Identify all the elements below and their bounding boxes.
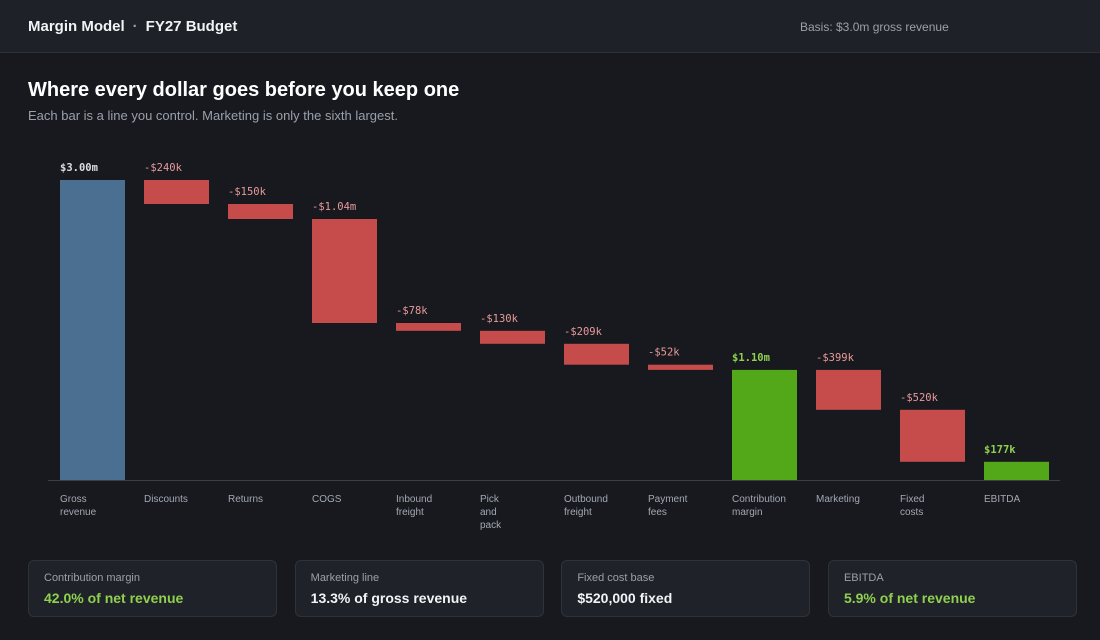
model-name: Margin Model <box>28 18 125 35</box>
waterfall-chart: $3.00m Gross revenue -$240k Discounts -$150k R… <box>48 162 1060 531</box>
value-label: -$78k <box>396 305 428 317</box>
summary-card-fixed-costs: Fixed cost base $520,000 fixed <box>561 560 811 617</box>
summary-card-ebitda: EBITDA 5.9% of net revenue <box>827 560 1077 617</box>
bar-marketing <box>816 369 881 410</box>
value-label: -$130k <box>480 313 519 325</box>
card-value: $520,000 fixed <box>577 590 673 606</box>
summary-card-contribution: Contribution margin 42.0% of net revenue <box>28 560 277 617</box>
card-label: Fixed cost base <box>577 572 655 584</box>
card-value: 13.3% of gross revenue <box>310 590 468 606</box>
bar-pick-and-pack <box>480 330 545 344</box>
category-label: EBITDA <box>984 494 1020 505</box>
value-label: $3.00m <box>60 162 98 174</box>
category-label: Inbound freight <box>396 494 432 518</box>
card-label: EBITDA <box>843 572 884 584</box>
value-label: -$399k <box>816 352 855 364</box>
category-label: Outbound freight <box>564 494 608 518</box>
basis-note: Basis: $3.0m gross revenue <box>800 20 949 34</box>
value-label: -$150k <box>228 186 267 198</box>
top-bar: Margin Model · FY27 Budget Basis: $3.0m gr… <box>0 0 1100 53</box>
bar-gross-revenue <box>60 180 125 480</box>
category-label: Contribution margin <box>732 494 786 518</box>
category-label: Marketing <box>816 494 860 505</box>
card-value: 5.9% of net revenue <box>843 590 976 606</box>
category-label: Pick and pack <box>480 494 502 531</box>
title-separator: · <box>132 18 138 35</box>
bars-group: $3.00m Gross revenue -$240k Discounts -$150k R… <box>60 162 1049 531</box>
bar-ebitda <box>984 461 1049 480</box>
value-label: -$209k <box>564 326 603 338</box>
card-label: Contribution margin <box>44 572 140 584</box>
summary-card-marketing: Marketing line 13.3% of gross revenue <box>294 560 544 617</box>
page-subtitle: Each bar is a line you control. Marketin… <box>28 108 398 123</box>
category-label: Payment fees <box>648 494 688 518</box>
category-label: Returns <box>228 494 263 505</box>
value-label: -$52k <box>648 347 680 359</box>
value-label: -$520k <box>900 392 939 404</box>
value-label: -$1.04m <box>312 201 356 213</box>
bar-inbound-freight <box>396 323 461 331</box>
category-label: Discounts <box>144 494 188 505</box>
card-value: 42.0% of net revenue <box>44 590 184 606</box>
budget-name: FY27 Budget <box>145 18 238 35</box>
value-label: $177k <box>984 444 1016 456</box>
summary-cards: Contribution margin 42.0% of net revenue… <box>28 560 1077 619</box>
bar-fixed-costs <box>900 409 965 462</box>
bar-contribution-margin <box>732 369 797 480</box>
app-title: Margin Model · FY27 Budget <box>28 18 237 35</box>
bar-returns <box>228 204 293 219</box>
card-label: Marketing line <box>310 572 380 584</box>
category-label: COGS <box>312 494 342 505</box>
category-label: Fixed costs <box>900 494 924 518</box>
bar-discounts <box>144 180 209 204</box>
bar-outbound-freight <box>564 343 629 365</box>
page-title: Where every dollar goes before you keep … <box>28 79 460 101</box>
bar-payment-fees <box>648 364 713 370</box>
value-label: $1.10m <box>732 352 770 364</box>
value-label: -$240k <box>144 162 183 174</box>
category-label: Gross revenue <box>60 494 97 518</box>
bar-cogs <box>312 219 377 323</box>
